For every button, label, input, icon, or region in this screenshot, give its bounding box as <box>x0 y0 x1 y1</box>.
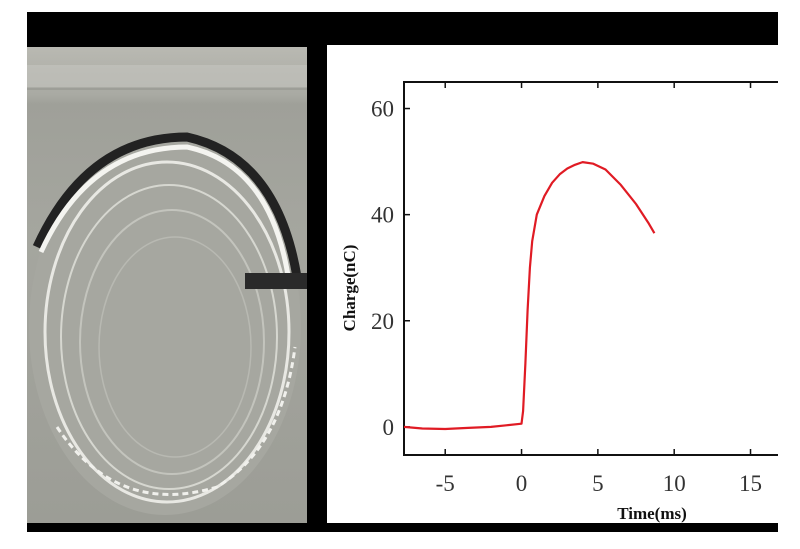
y-tick-label: 40 <box>371 203 394 228</box>
charge-series-line <box>403 161 656 431</box>
water-ripple-photo <box>27 47 307 523</box>
electrode-strip <box>245 273 307 289</box>
x-tick-label: -5 <box>436 471 455 496</box>
x-axis-label: Time(ms) <box>617 504 687 523</box>
y-tick-label: 60 <box>371 97 394 122</box>
chart-panel: Time(ms) Charge(nC) -5 0 5 10 15 0 20 40 60 <box>327 45 778 523</box>
y-axis-label: Charge(nC) <box>340 245 359 332</box>
x-tick-label: 10 <box>663 471 686 496</box>
x-tick-label: 15 <box>739 471 762 496</box>
charge-time-chart: Time(ms) Charge(nC) -5 0 5 10 15 0 20 40 60 <box>340 81 778 523</box>
y-tick-label: 0 <box>383 415 395 440</box>
x-tick-label: 0 <box>516 471 528 496</box>
axes-box <box>403 81 778 456</box>
x-tick-label: 5 <box>592 471 604 496</box>
y-tick-label: 20 <box>371 309 394 334</box>
